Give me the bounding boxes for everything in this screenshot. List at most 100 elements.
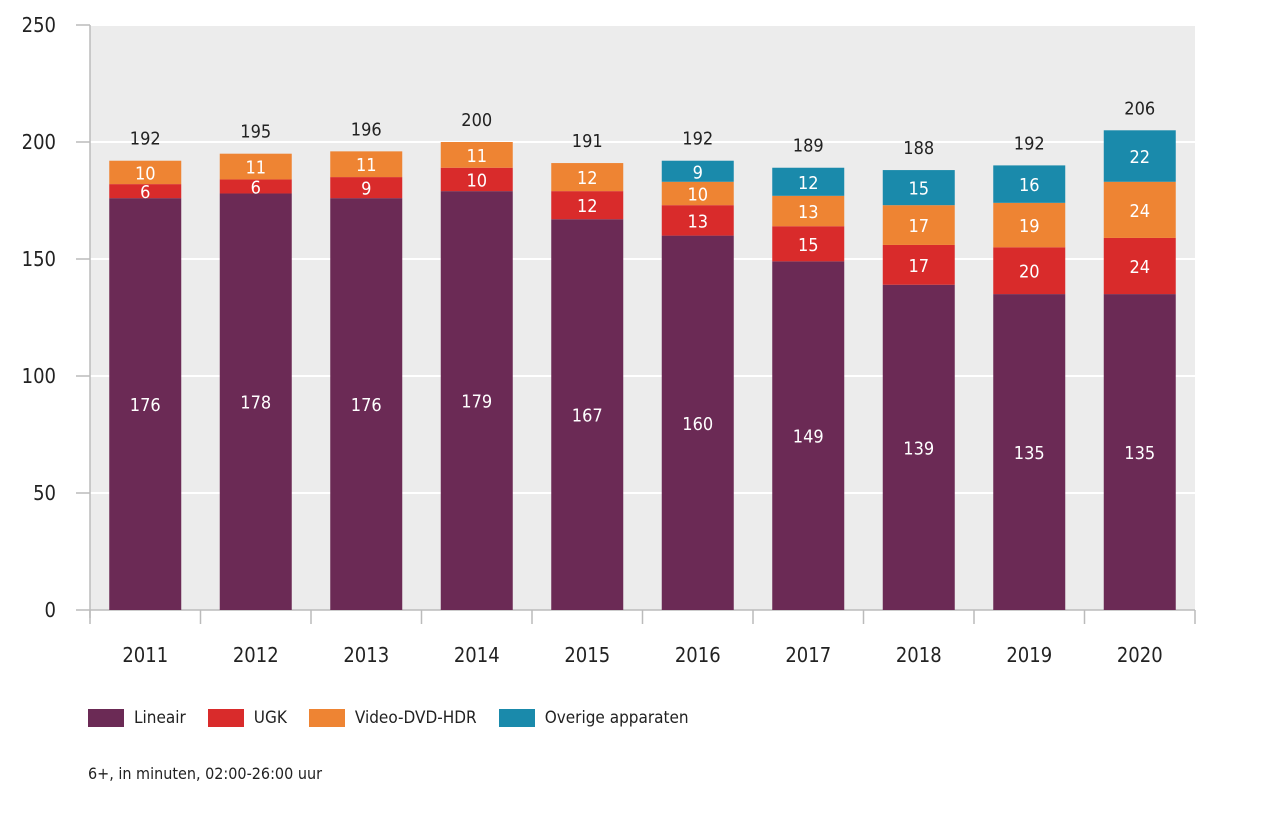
- data-label: 167: [572, 406, 603, 427]
- bar-segment: [551, 163, 624, 192]
- total-label: 195: [240, 122, 271, 143]
- bar-segment: [993, 247, 1066, 295]
- total-label: 200: [461, 110, 492, 131]
- legend: Lineair UGK Video-DVD-HDR Overige appara…: [88, 708, 711, 728]
- total-label: 192: [130, 129, 161, 150]
- legend-item-overige: Overige apparaten: [498, 708, 689, 728]
- data-label: 15: [908, 179, 929, 200]
- data-label: 9: [361, 179, 371, 200]
- bar-segment: [882, 170, 955, 206]
- data-label: 176: [351, 395, 382, 416]
- x-tick-label: 2012: [233, 643, 279, 667]
- legend-swatch: [207, 709, 244, 727]
- legend-label: Lineair: [134, 708, 186, 728]
- bar-segment: [330, 198, 403, 610]
- legend-item-ugk: UGK: [207, 708, 287, 728]
- bar-segment: [661, 205, 734, 236]
- x-tick-label: 2020: [1117, 643, 1163, 667]
- x-tick-label: 2011: [122, 643, 168, 667]
- legend-swatch: [88, 709, 124, 727]
- bar-segment: [882, 244, 955, 285]
- data-label: 16: [1019, 175, 1040, 196]
- data-label: 135: [1014, 443, 1045, 464]
- legend-swatch: [498, 709, 535, 727]
- bar-segment: [440, 167, 513, 192]
- bar-segment: [109, 160, 182, 185]
- total-label: 189: [793, 136, 824, 157]
- bar-segment: [1103, 130, 1176, 182]
- legend-swatch: [308, 709, 345, 727]
- bar-segment: [330, 151, 403, 178]
- legend-item-lineair: Lineair: [88, 708, 186, 728]
- data-label: 13: [687, 211, 708, 232]
- bar-segment: [993, 294, 1066, 610]
- data-label: 17: [908, 256, 929, 277]
- data-label: 11: [356, 155, 377, 176]
- bar-segment: [109, 184, 182, 199]
- data-label: 10: [687, 184, 708, 205]
- data-label: 176: [130, 395, 161, 416]
- data-label: 160: [682, 414, 713, 435]
- data-label: 17: [908, 216, 929, 237]
- data-label: 10: [466, 170, 487, 191]
- x-tick-label: 2016: [675, 643, 721, 667]
- bar-segment: [882, 284, 955, 610]
- x-tick-label: 2018: [896, 643, 942, 667]
- y-tick-label: 0: [45, 598, 56, 622]
- bar-segment: [772, 195, 845, 227]
- y-tick-label: 50: [33, 481, 56, 505]
- bar-segment: [551, 191, 624, 220]
- data-label: 11: [466, 146, 487, 167]
- data-label: 20: [1019, 262, 1040, 283]
- x-tick-label: 2015: [564, 643, 610, 667]
- data-label: 135: [1124, 443, 1155, 464]
- bar-segment: [772, 226, 845, 262]
- bar-segment: [109, 198, 182, 610]
- bar-segment: [219, 193, 292, 611]
- bar-segment: [219, 153, 292, 180]
- x-tick-label: 2019: [1006, 643, 1052, 667]
- total-label: 191: [572, 131, 603, 152]
- bar-segment: [661, 235, 734, 610]
- bar-segment: [1103, 237, 1176, 295]
- total-label: 192: [682, 129, 713, 150]
- legend-label: UGK: [253, 708, 287, 728]
- data-label: 24: [1129, 201, 1150, 222]
- data-label: 6: [140, 182, 150, 203]
- legend-label: Overige apparaten: [544, 708, 689, 728]
- data-label: 22: [1129, 147, 1150, 168]
- y-tick-label: 250: [22, 13, 56, 37]
- data-label: 12: [577, 168, 598, 189]
- bar-segment: [882, 205, 955, 245]
- bar-segment: [1103, 294, 1176, 610]
- bar-segment: [219, 179, 292, 194]
- bar-segment: [993, 202, 1066, 248]
- x-tick-label: 2014: [454, 643, 500, 667]
- data-label: 139: [903, 438, 934, 459]
- chart-note: 6+, in minuten, 02:00-26:00 uur: [88, 764, 322, 783]
- bar-segment: [551, 219, 624, 610]
- bar-segment: [661, 181, 734, 206]
- data-label: 149: [793, 427, 824, 448]
- y-tick-label: 100: [22, 364, 56, 388]
- bar-segment: [993, 165, 1066, 203]
- bar-segment: [1103, 181, 1176, 238]
- y-tick-label: 150: [22, 247, 56, 271]
- bar-segment: [661, 160, 734, 182]
- x-tick-label: 2013: [343, 643, 389, 667]
- stacked-bar-chart: 0501001502002501766101922011178611195201…: [22, 13, 1196, 667]
- legend-item-video: Video-DVD-HDR: [308, 708, 477, 728]
- data-label: 9: [693, 162, 703, 183]
- data-label: 12: [577, 196, 598, 217]
- total-label: 188: [903, 138, 934, 159]
- data-label: 13: [798, 202, 819, 223]
- total-label: 192: [1014, 133, 1045, 154]
- data-label: 10: [135, 163, 156, 184]
- data-label: 19: [1019, 216, 1040, 237]
- data-label: 24: [1129, 257, 1150, 278]
- total-label: 196: [351, 119, 382, 140]
- data-label: 179: [461, 392, 492, 413]
- data-label: 12: [798, 173, 819, 194]
- data-label: 15: [798, 235, 819, 256]
- data-label: 6: [251, 177, 261, 198]
